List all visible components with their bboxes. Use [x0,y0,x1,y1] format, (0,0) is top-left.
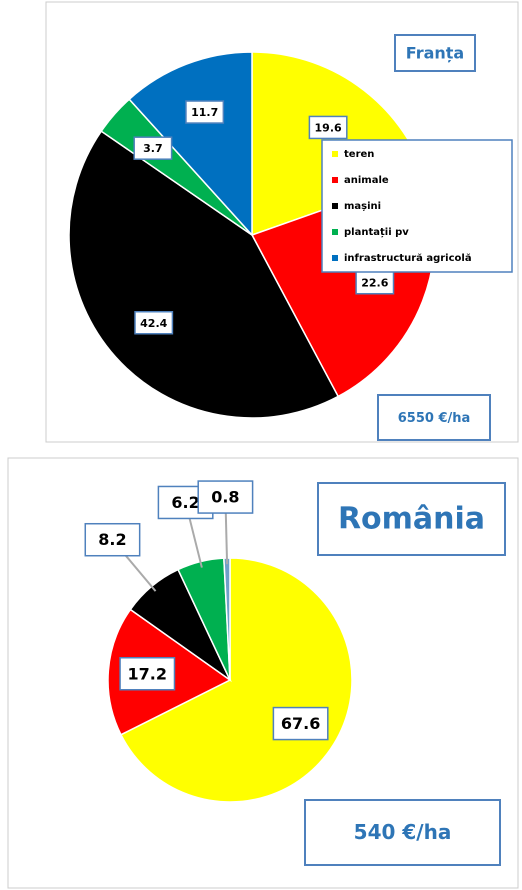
data-label-box [272,706,329,741]
annotation-box [377,394,491,441]
legend-label: infrastructură agricolă [344,253,472,264]
data-label: 11.7 [191,106,218,119]
data-label: 3.7 [143,142,163,155]
legend-marker [332,151,338,157]
pie-slice [119,557,353,803]
legend-label: mașini [344,201,381,212]
chart-title: România [338,502,485,537]
legend-label: animale [344,175,389,186]
data-label-box [308,115,348,140]
data-label-box [134,311,174,335]
data-label-box [119,657,176,691]
legend-label: plantații pv [344,227,409,238]
legend-label: teren [344,149,374,160]
data-label: 6.2 [171,493,199,512]
data-label-box [185,100,225,124]
annotation-box [304,799,501,866]
pie-slice [128,51,253,237]
data-label: 0.8 [211,488,239,507]
chart-title-box [394,34,476,72]
data-label: 19.6 [315,121,342,134]
legend-marker [332,203,338,209]
data-label-box [84,522,141,557]
data-label-box [133,136,173,160]
data-label: 17.2 [128,664,167,683]
legend-box [321,139,513,273]
legend-marker [332,255,338,261]
legend-marker [332,177,338,183]
annotation: 540 €/ha [354,820,452,844]
panel-romania [7,457,519,889]
pie-slice [68,130,340,419]
panel-france [45,1,519,443]
data-label-box [197,480,254,514]
chart-title-box [317,482,506,556]
legend-marker [332,229,338,235]
annotation: 6550 €/ha [398,411,471,426]
data-label: 42.4 [140,317,167,330]
data-label: 67.6 [281,714,320,733]
data-label: 22.6 [361,277,388,290]
data-label: 8.2 [98,530,126,549]
chart-title: Franța [406,44,464,63]
